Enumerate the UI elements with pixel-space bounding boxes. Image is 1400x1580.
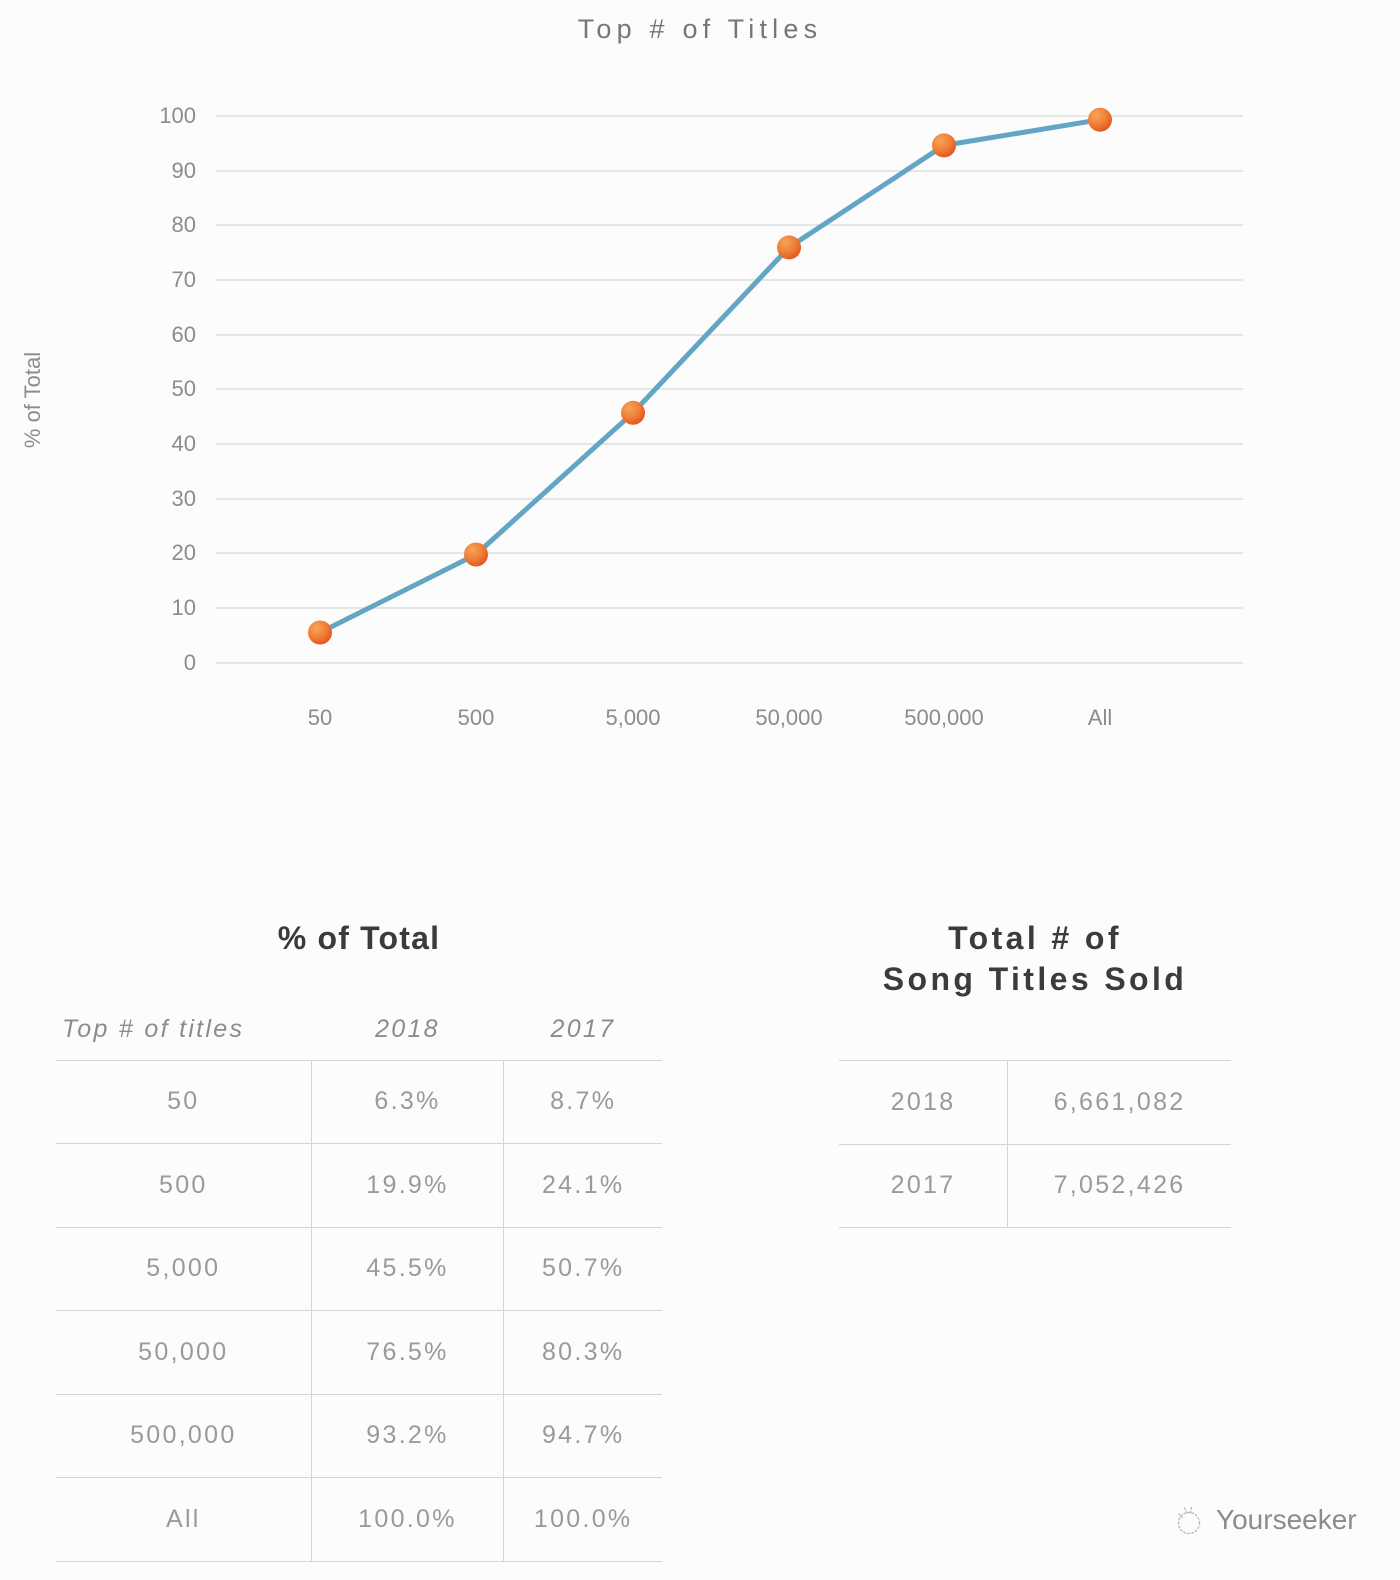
svg-text:% of Total: % of Total xyxy=(20,352,45,448)
svg-text:30: 30 xyxy=(172,486,196,511)
svg-text:500: 500 xyxy=(458,705,495,730)
svg-text:All: All xyxy=(1088,705,1112,730)
svg-text:90: 90 xyxy=(172,158,196,183)
svg-text:10: 10 xyxy=(172,595,196,620)
svg-text:5,000: 5,000 xyxy=(605,705,660,730)
svg-text:0: 0 xyxy=(184,650,196,675)
svg-text:50: 50 xyxy=(308,705,332,730)
svg-text:50: 50 xyxy=(172,376,196,401)
svg-text:70: 70 xyxy=(172,267,196,292)
svg-text:60: 60 xyxy=(172,322,196,347)
svg-text:40: 40 xyxy=(172,431,196,456)
svg-text:50,000: 50,000 xyxy=(755,705,822,730)
svg-text:100: 100 xyxy=(159,103,196,128)
svg-text:500,000: 500,000 xyxy=(904,705,984,730)
svg-text:80: 80 xyxy=(172,212,196,237)
svg-text:20: 20 xyxy=(172,540,196,565)
